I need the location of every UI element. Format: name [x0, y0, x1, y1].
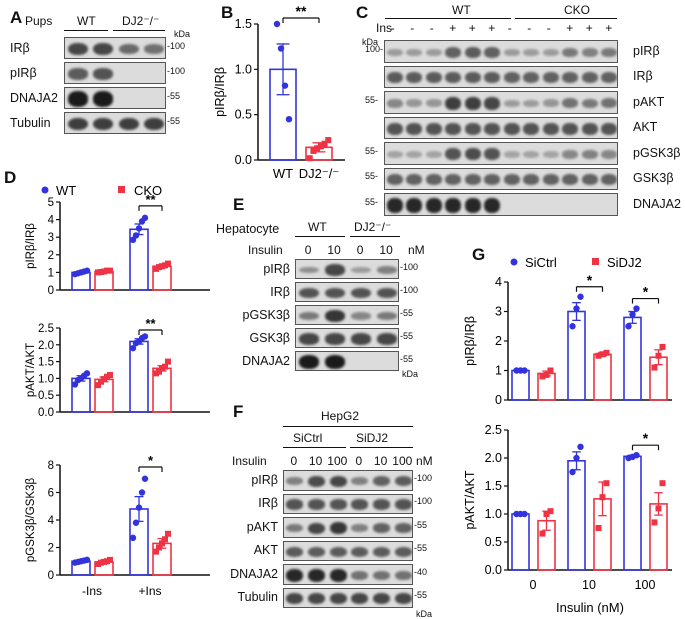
- panel-e-label: E: [233, 195, 245, 214]
- panel-a-label: A: [10, 8, 23, 27]
- data-point: [277, 45, 285, 52]
- data-point: [310, 147, 317, 154]
- panel-g-label: G: [472, 245, 486, 264]
- y-tick-label: 1.0: [235, 62, 252, 76]
- y-tick-label: 0.5: [235, 108, 252, 122]
- panel-c-label: C: [356, 3, 369, 22]
- data-point: [325, 137, 332, 144]
- data-point: [273, 20, 281, 28]
- x-tick-label: WT: [273, 166, 293, 181]
- panel-b-label: B: [221, 3, 234, 22]
- data-point: [314, 145, 321, 152]
- data-point: [306, 155, 313, 162]
- data-point: [317, 143, 324, 150]
- y-tick-label: 0.0: [235, 153, 252, 167]
- y-tick-label: 1.5: [235, 17, 252, 31]
- y-axis-label: pIRβ/IRβ: [213, 67, 227, 117]
- panel-f-label: F: [233, 402, 244, 421]
- x-tick-label: DJ2⁻/⁻: [299, 166, 339, 181]
- data-point: [321, 140, 328, 147]
- data-point: [285, 116, 293, 123]
- panel-d-label: D: [4, 168, 17, 187]
- data-point: [281, 82, 289, 89]
- significance-label: **: [296, 3, 307, 19]
